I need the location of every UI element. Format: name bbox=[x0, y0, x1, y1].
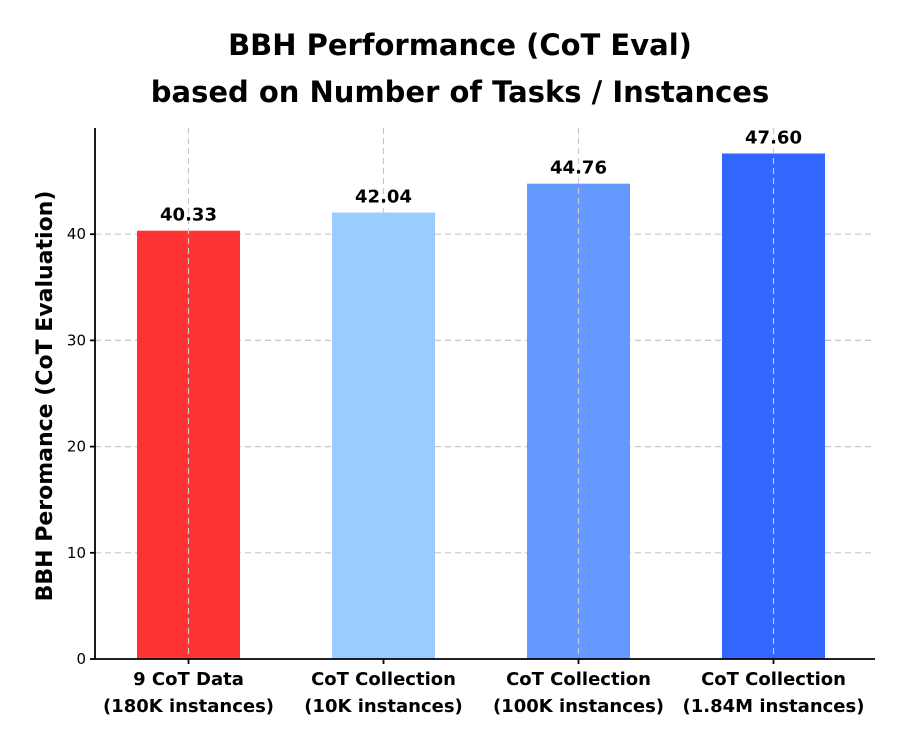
x-tick-labels: 9 CoT Data (180K instances) CoT Collection… bbox=[103, 669, 865, 717]
chart-title-line-2: based on Number of Tasks / Instances bbox=[151, 75, 769, 109]
x-tick-label: (1.84M instances) bbox=[683, 696, 865, 717]
x-tick-label: 9 CoT Data bbox=[133, 669, 244, 690]
y-tick-label: 10 bbox=[67, 544, 86, 562]
bar bbox=[332, 212, 435, 659]
value-label: 40.33 bbox=[160, 205, 217, 226]
x-tick-label: CoT Collection bbox=[311, 669, 456, 690]
y-tick-labels: 0 10 20 30 40 bbox=[67, 225, 86, 668]
value-label: 47.60 bbox=[745, 127, 802, 148]
y-tick-label: 40 bbox=[67, 225, 86, 243]
x-tick-label: CoT Collection bbox=[701, 669, 846, 690]
axes bbox=[90, 128, 875, 664]
x-tick-label: (10K instances) bbox=[304, 696, 463, 717]
y-tick-label: 0 bbox=[76, 650, 86, 668]
x-tick-label: (100K instances) bbox=[493, 696, 664, 717]
value-label: 44.76 bbox=[550, 158, 607, 179]
x-tick-label: CoT Collection bbox=[506, 669, 651, 690]
value-labels: 40.33 42.04 44.76 47.60 bbox=[160, 127, 802, 225]
bars bbox=[137, 128, 825, 659]
value-label: 42.04 bbox=[355, 187, 412, 208]
x-tick-label: (180K instances) bbox=[103, 696, 274, 717]
chart-title-line-1: BBH Performance (CoT Eval) bbox=[228, 28, 692, 62]
y-axis-label: BBH Peromance (CoT Evaluation) bbox=[33, 191, 58, 602]
bar bbox=[137, 230, 240, 659]
y-tick-label: 30 bbox=[67, 331, 86, 349]
bar bbox=[722, 153, 825, 659]
y-tick-label: 20 bbox=[67, 438, 86, 456]
